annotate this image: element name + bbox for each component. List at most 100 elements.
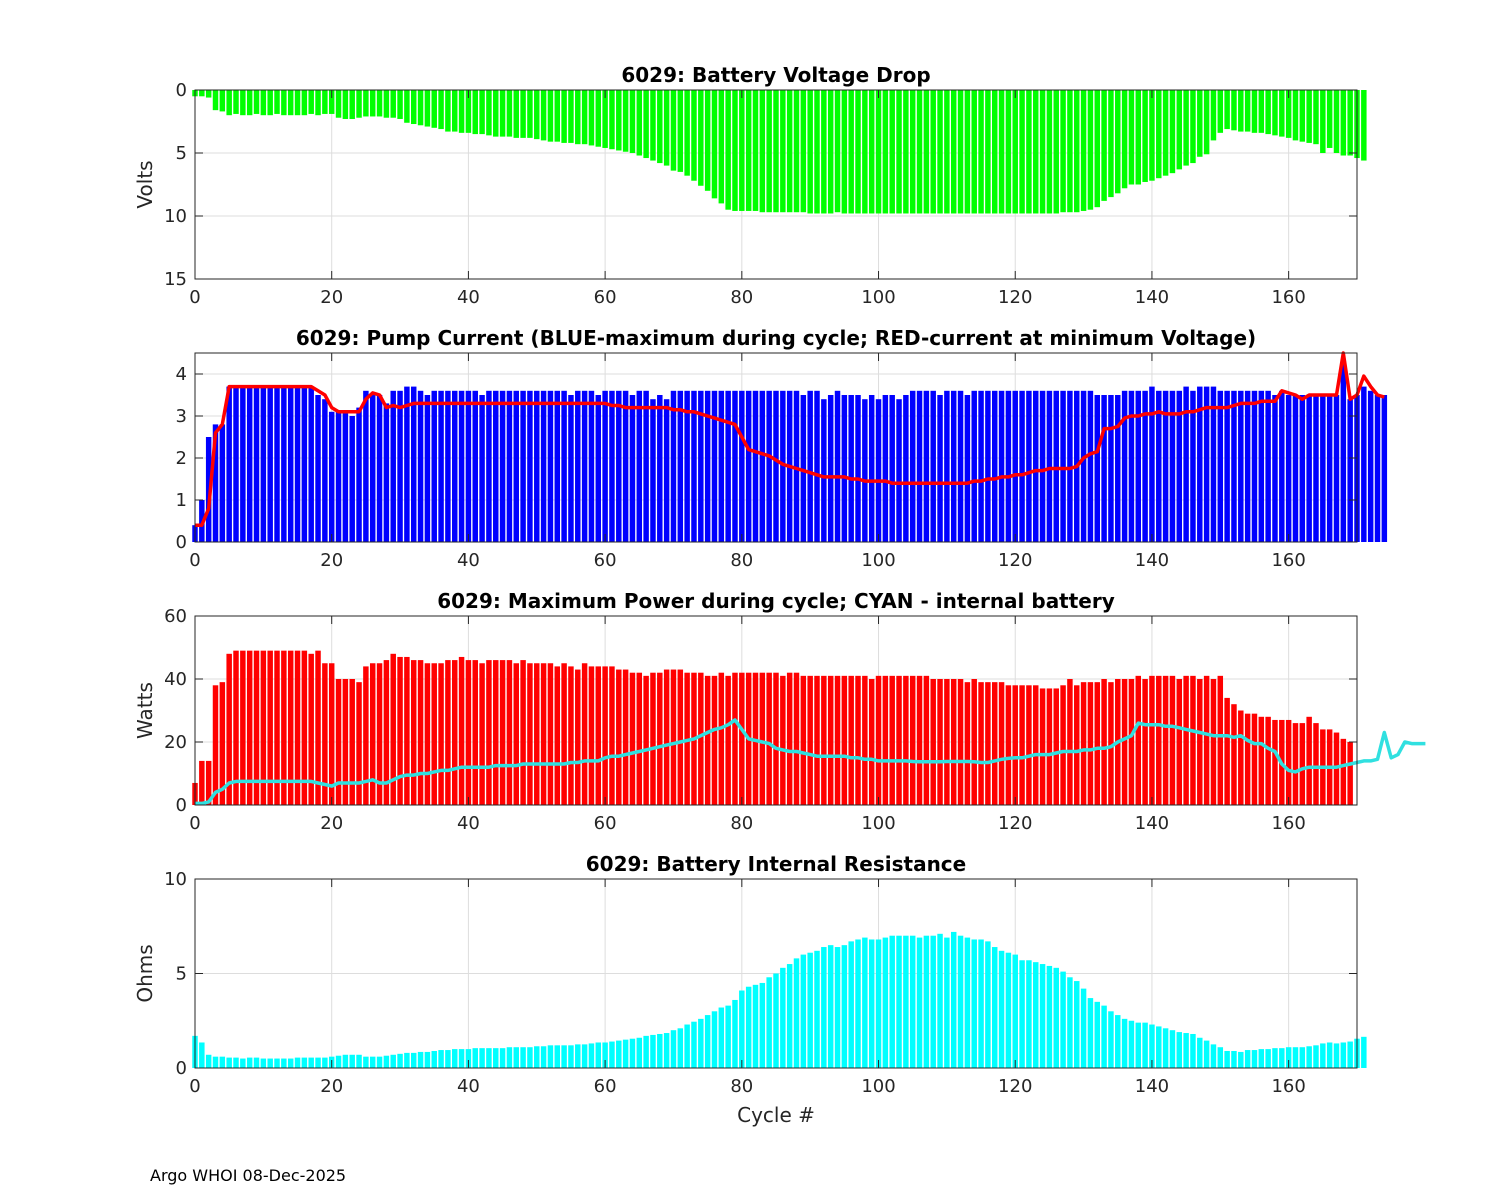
- bar: [1190, 390, 1196, 542]
- bar: [1265, 90, 1271, 135]
- bar: [1217, 675, 1224, 805]
- bar: [267, 90, 273, 116]
- bar: [472, 660, 478, 805]
- bar: [253, 1057, 260, 1068]
- bar: [725, 675, 731, 805]
- bar: [547, 1045, 554, 1068]
- bar: [1347, 742, 1353, 805]
- bar: [957, 679, 964, 805]
- bar: [575, 390, 581, 542]
- bar: [855, 675, 861, 805]
- bar: [930, 90, 936, 214]
- x-tick-label: 60: [594, 813, 617, 834]
- bar: [1197, 90, 1203, 157]
- bar: [1115, 1015, 1121, 1068]
- bar: [930, 390, 936, 542]
- bar: [205, 90, 212, 98]
- bar: [363, 1056, 369, 1068]
- bar: [807, 675, 813, 805]
- bar: [335, 679, 342, 805]
- bar: [1258, 90, 1265, 133]
- series-line: [195, 718, 1426, 806]
- bar: [732, 90, 738, 211]
- bar: [315, 90, 321, 116]
- bar: [848, 675, 854, 805]
- bar: [944, 90, 950, 214]
- bar: [1053, 967, 1059, 1068]
- y-tick-label: 0: [176, 80, 187, 101]
- bar: [1224, 1050, 1230, 1068]
- bar: [704, 90, 711, 191]
- bar: [465, 390, 472, 542]
- bar: [199, 90, 205, 97]
- bar: [1080, 682, 1087, 805]
- bar: [759, 672, 766, 805]
- bar: [1333, 1043, 1340, 1068]
- bar: [465, 90, 472, 133]
- bar: [1238, 710, 1244, 805]
- bar: [909, 675, 916, 805]
- bar: [1060, 971, 1066, 1068]
- bar: [998, 682, 1005, 805]
- bar: [978, 390, 984, 542]
- bar: [875, 399, 882, 542]
- bar: [780, 675, 786, 805]
- bar: [493, 660, 499, 805]
- bar: [1285, 1047, 1292, 1068]
- bar: [1203, 386, 1210, 542]
- bar: [260, 386, 267, 542]
- bar: [452, 90, 458, 132]
- bar: [383, 403, 390, 542]
- bar: [684, 390, 690, 542]
- bar: [1313, 395, 1319, 542]
- bar: [301, 386, 308, 542]
- bar: [711, 675, 718, 805]
- bar: [363, 666, 369, 805]
- y-tick-label: 20: [164, 732, 187, 753]
- y-tick-label: 10: [164, 869, 187, 890]
- bar: [253, 650, 260, 805]
- bar: [369, 395, 376, 542]
- bar: [1279, 90, 1285, 137]
- bar: [1080, 390, 1087, 542]
- series-line: [195, 351, 1385, 527]
- bar: [732, 999, 738, 1068]
- bar: [725, 1005, 731, 1068]
- bar: [1203, 1040, 1210, 1068]
- bar: [725, 390, 731, 542]
- bar: [704, 1015, 711, 1068]
- bar: [930, 935, 936, 1068]
- bar: [964, 90, 971, 214]
- bar: [1231, 1050, 1237, 1068]
- bar: [376, 90, 383, 117]
- y-tick-label: 40: [164, 669, 187, 690]
- bar: [287, 650, 294, 805]
- bar: [1210, 679, 1217, 805]
- bar: [267, 1058, 273, 1068]
- bar: [1190, 1033, 1196, 1068]
- bar: [390, 1054, 396, 1068]
- bar: [294, 650, 301, 805]
- x-tick-label: 40: [457, 550, 480, 571]
- bar: [732, 390, 738, 542]
- bar: [322, 1057, 328, 1068]
- bar: [335, 90, 342, 118]
- bar: [971, 90, 977, 214]
- bar: [499, 90, 506, 137]
- bar: [903, 675, 909, 805]
- bar: [991, 947, 998, 1068]
- bar: [944, 390, 950, 542]
- bar: [1279, 390, 1285, 542]
- bar: [1135, 675, 1142, 805]
- x-tick-label: 140: [1135, 287, 1169, 308]
- x-tick-label: 60: [594, 287, 617, 308]
- bar: [985, 682, 991, 805]
- bar: [445, 90, 451, 132]
- bar: [486, 90, 492, 136]
- y-tick-label: 4: [176, 364, 187, 385]
- bar: [1217, 390, 1224, 542]
- bar: [834, 947, 841, 1068]
- bar: [636, 672, 643, 805]
- bar: [773, 390, 779, 542]
- bar: [1033, 685, 1039, 805]
